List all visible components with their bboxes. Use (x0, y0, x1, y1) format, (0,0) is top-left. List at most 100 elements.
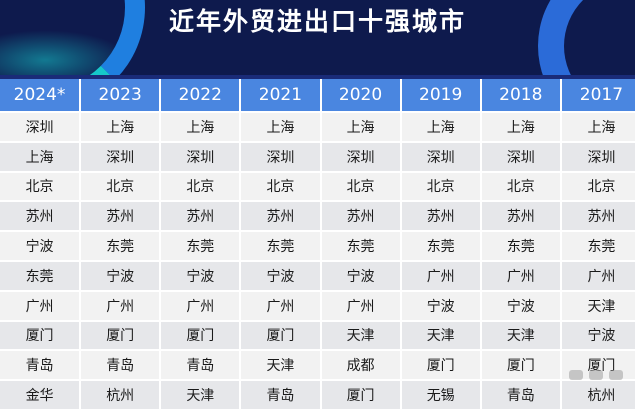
city-cell: 北京 (479, 170, 561, 202)
column-header-year: 2022 (159, 79, 241, 112)
city-cell: 广州 (0, 289, 81, 321)
city-cell: 上海 (159, 111, 241, 142)
table-row: 青岛 青岛 青岛 天津 成都 厦门 厦门 厦门 (0, 349, 635, 381)
city-cell: 北京 (319, 170, 401, 202)
city-cell: 深圳 (479, 140, 561, 172)
table-header-row: 2024* 2023 2022 2021 2020 2019 2018 2017 (0, 79, 635, 112)
city-cell: 天津 (239, 349, 321, 381)
city-cell: 深圳 (79, 140, 161, 172)
city-cell: 宁波 (159, 259, 241, 291)
city-cell: 杭州 (559, 379, 635, 409)
column-header-year: 2021 (239, 79, 321, 112)
city-cell: 深圳 (399, 140, 481, 172)
city-cell: 深圳 (159, 140, 241, 172)
city-cell: 天津 (159, 379, 241, 409)
city-cell: 东莞 (399, 230, 481, 261)
decor-strip (0, 75, 635, 79)
city-cell: 广州 (159, 289, 241, 321)
column-header-year: 2017 (559, 79, 635, 112)
city-cell: 苏州 (479, 200, 561, 232)
city-cell: 厦门 (319, 379, 401, 409)
city-cell: 无锡 (399, 379, 481, 409)
city-cell: 苏州 (319, 200, 401, 232)
table-row: 深圳 上海 上海 上海 上海 上海 上海 上海 (0, 111, 635, 142)
city-cell: 天津 (399, 319, 481, 351)
city-cell: 上海 (479, 111, 561, 142)
city-cell: 青岛 (0, 349, 81, 381)
city-cell: 北京 (559, 170, 635, 202)
city-cell: 上海 (239, 111, 321, 142)
city-cell: 苏州 (559, 200, 635, 232)
table-row: 北京 北京 北京 北京 北京 北京 北京 北京 (0, 170, 635, 202)
city-cell: 苏州 (79, 200, 161, 232)
city-cell: 宁波 (559, 319, 635, 351)
city-cell: 金华 (0, 379, 81, 409)
city-cell: 厦门 (239, 319, 321, 351)
city-cell: 北京 (159, 170, 241, 202)
table-row: 上海 深圳 深圳 深圳 深圳 深圳 深圳 深圳 (0, 140, 635, 172)
city-cell: 天津 (559, 289, 635, 321)
table-row: 广州 广州 广州 广州 广州 宁波 宁波 天津 (0, 289, 635, 321)
city-cell: 东莞 (479, 230, 561, 261)
city-cell: 上海 (399, 111, 481, 142)
city-cell: 青岛 (479, 379, 561, 409)
city-cell: 厦门 (0, 319, 81, 351)
column-header-year: 2018 (479, 79, 561, 112)
city-cell: 东莞 (239, 230, 321, 261)
city-cell: 杭州 (79, 379, 161, 409)
city-cell: 深圳 (0, 111, 81, 142)
city-cell: 上海 (79, 111, 161, 142)
city-cell: 东莞 (79, 230, 161, 261)
ranking-table: 2024* 2023 2022 2021 2020 2019 2018 2017 深圳 上海 上海… (0, 79, 635, 409)
table-row: 苏州 苏州 苏州 苏州 苏州 苏州 苏州 苏州 (0, 200, 635, 232)
column-header-year: 2024* (0, 79, 81, 112)
city-cell: 苏州 (0, 200, 81, 232)
watermark-mark (589, 370, 603, 380)
city-cell: 广州 (399, 259, 481, 291)
city-cell: 深圳 (559, 140, 635, 172)
city-cell: 宁波 (399, 289, 481, 321)
city-cell: 上海 (0, 140, 81, 172)
city-cell: 北京 (0, 170, 81, 202)
city-cell: 广州 (79, 289, 161, 321)
city-cell: 北京 (399, 170, 481, 202)
table-row: 东莞 宁波 宁波 宁波 宁波 广州 广州 广州 (0, 259, 635, 291)
city-cell: 广州 (239, 289, 321, 321)
column-header-year: 2019 (399, 79, 481, 112)
city-cell: 青岛 (239, 379, 321, 409)
table-row: 金华 杭州 天津 青岛 厦门 无锡 青岛 杭州 (0, 379, 635, 409)
city-cell: 青岛 (79, 349, 161, 381)
watermark-mark (609, 370, 623, 380)
city-cell: 天津 (319, 319, 401, 351)
city-cell: 宁波 (79, 259, 161, 291)
watermark-mark (569, 370, 583, 380)
city-cell: 广州 (319, 289, 401, 321)
city-cell: 北京 (239, 170, 321, 202)
page-title: 近年外贸进出口十强城市 (168, 7, 466, 36)
city-cell: 深圳 (319, 140, 401, 172)
city-cell: 厦门 (159, 319, 241, 351)
table-body: 深圳 上海 上海 上海 上海 上海 上海 上海 上海 深圳 深圳 深圳 深圳 深圳 深圳 深圳 北京 北京 北京 北京… (0, 111, 635, 409)
city-cell: 天津 (479, 319, 561, 351)
city-cell: 成都 (319, 349, 401, 381)
city-cell: 宁波 (0, 230, 81, 261)
city-cell: 宁波 (319, 259, 401, 291)
city-cell: 北京 (79, 170, 161, 202)
table-row: 厦门 厦门 厦门 厦门 天津 天津 天津 宁波 (0, 319, 635, 351)
city-cell: 东莞 (559, 230, 635, 261)
city-cell: 厦门 (79, 319, 161, 351)
city-cell: 广州 (559, 259, 635, 291)
city-cell: 苏州 (239, 200, 321, 232)
city-cell: 东莞 (0, 259, 81, 291)
table-row: 宁波 东莞 东莞 东莞 东莞 东莞 东莞 东莞 (0, 230, 635, 261)
city-cell: 广州 (479, 259, 561, 291)
city-cell: 上海 (319, 111, 401, 142)
city-cell: 苏州 (159, 200, 241, 232)
city-cell: 厦门 (479, 349, 561, 381)
city-cell: 深圳 (239, 140, 321, 172)
column-header-year: 2023 (79, 79, 161, 112)
city-cell: 苏州 (399, 200, 481, 232)
city-cell: 厦门 (399, 349, 481, 381)
banner: 近年外贸进出口十强城市 (0, 0, 635, 79)
city-cell: 上海 (559, 111, 635, 142)
